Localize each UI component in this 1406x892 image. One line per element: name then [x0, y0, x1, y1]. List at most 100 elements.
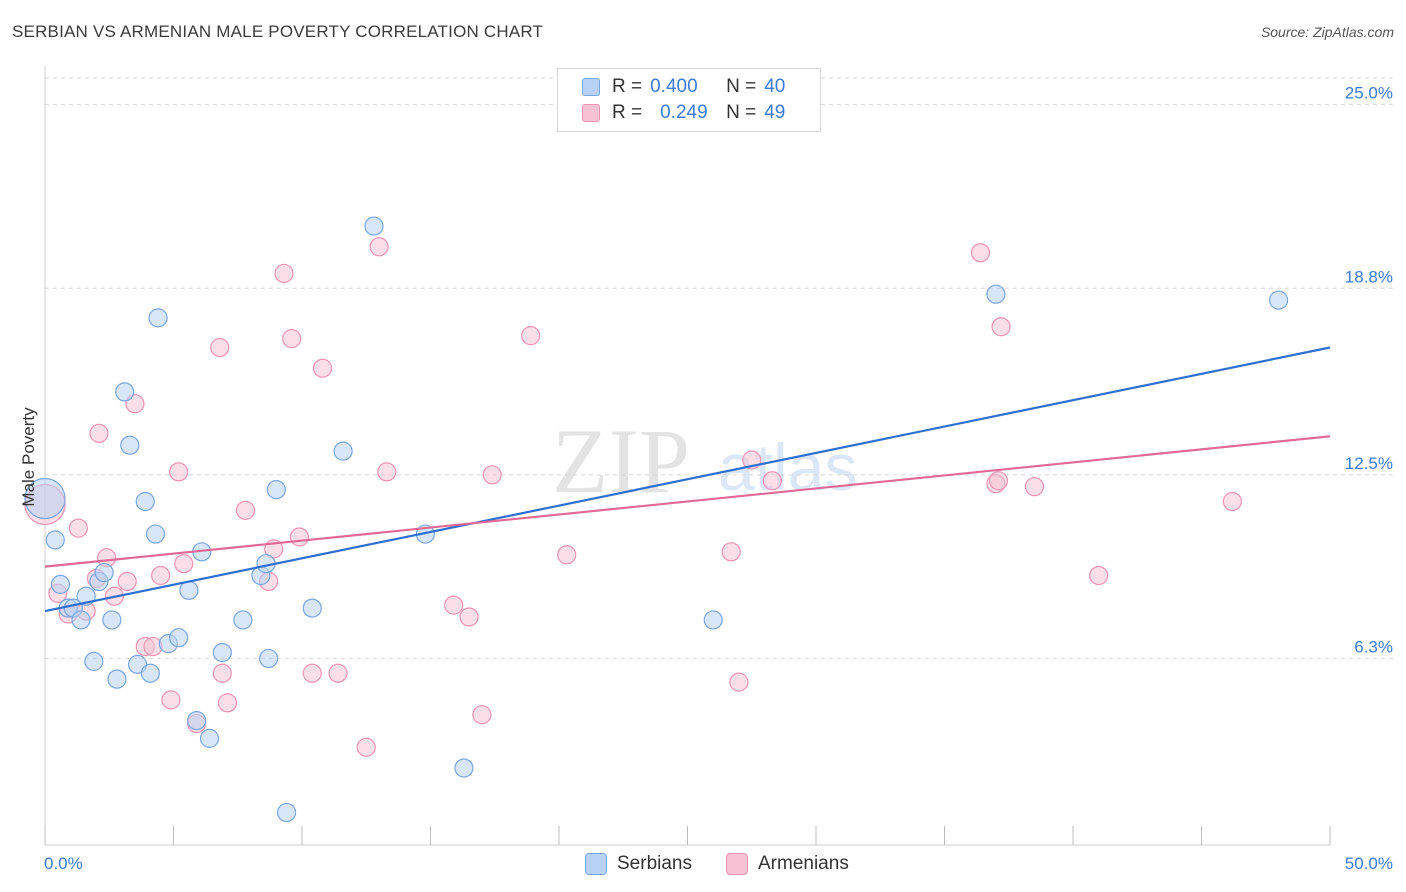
- tick-labels: 25.0% 18.8% 12.5% 6.3% 0.0% 50.0%: [44, 84, 1393, 873]
- armenians-point: [235, 500, 256, 520]
- x-tick-label: 50.0%: [1345, 854, 1393, 873]
- armenians-point: [472, 705, 492, 725]
- armenians-point: [89, 423, 109, 443]
- serbians-point: [24, 477, 66, 520]
- stats-legend: R = 0.400 N = 40 R = 0.249 N = 49: [557, 68, 821, 132]
- legend-n-value: 49: [764, 102, 786, 123]
- legend-row-serbians: R = 0.400 N = 40: [582, 76, 785, 98]
- armenians-point: [328, 663, 348, 683]
- serbians-point: [148, 308, 168, 328]
- chart-title: SERBIAN VS ARMENIAN MALE POVERTY CORRELA…: [12, 22, 544, 41]
- serbians-point: [102, 610, 122, 630]
- grid: [45, 77, 1395, 659]
- y-tick-label: 6.3%: [1354, 637, 1393, 656]
- armenians-point: [356, 737, 376, 757]
- legend-item-serbians: Serbians: [585, 852, 692, 876]
- legend-item-armenians: Armenians: [726, 852, 849, 876]
- legend-r-label: R =: [612, 102, 643, 123]
- watermark-zip: ZIP: [552, 410, 690, 512]
- serbians-point: [454, 758, 474, 778]
- armenians-point: [210, 337, 230, 358]
- serbians-point: [135, 491, 155, 512]
- armenians-point: [161, 690, 181, 710]
- serbians-point: [212, 642, 232, 663]
- armenians-point: [988, 471, 1009, 491]
- armenians-trend-line: [44, 435, 1331, 568]
- serbians-point: [145, 524, 166, 544]
- serbians-point: [50, 574, 71, 594]
- serbians-swatch: [582, 78, 600, 96]
- armenians-point: [991, 317, 1011, 337]
- serbians-point: [199, 728, 220, 748]
- legend-r-value: 0.249: [660, 102, 708, 123]
- axes: [44, 66, 1331, 846]
- y-tick-label: 12.5%: [1345, 454, 1393, 473]
- armenians-point: [169, 462, 189, 482]
- legend-n-value: 40: [764, 76, 786, 97]
- serbians-point: [364, 216, 384, 236]
- x-tick-label: 0.0%: [44, 854, 83, 873]
- legend-row-armenians: R = 0.249 N = 49: [582, 102, 785, 124]
- y-axis-label: Male Poverty: [19, 407, 38, 507]
- serbians-point: [187, 711, 207, 731]
- armenians-legend-label: Armenians: [758, 853, 849, 874]
- serbians-point: [45, 530, 65, 550]
- serbians-point: [140, 663, 160, 683]
- armenians-point: [1024, 477, 1045, 497]
- armenians-point: [459, 607, 479, 627]
- serbians-point: [266, 480, 286, 500]
- armenians-point: [312, 358, 333, 378]
- serbians-point: [986, 284, 1006, 304]
- serbians-legend-swatch: [585, 853, 607, 875]
- armenians-point: [369, 237, 389, 257]
- serbians-point: [107, 669, 127, 689]
- armenians-point: [377, 462, 397, 482]
- armenians-point: [444, 595, 464, 615]
- serbians-points: [24, 216, 1289, 823]
- armenians-legend-swatch: [726, 853, 748, 875]
- serbians-point: [233, 610, 253, 630]
- legend-r-value: 0.400: [650, 76, 698, 97]
- serbians-point: [115, 382, 135, 402]
- armenians-point: [274, 263, 294, 284]
- armenians-point: [762, 471, 782, 491]
- armenians-point: [557, 545, 577, 565]
- serbians-point: [1268, 290, 1289, 310]
- armenians-point: [289, 527, 310, 547]
- armenians-point: [212, 663, 232, 683]
- y-tick-label: 18.8%: [1345, 267, 1393, 286]
- armenians-point: [174, 554, 194, 574]
- armenians-point: [217, 693, 238, 713]
- serbians-point: [333, 441, 353, 461]
- armenians-point: [482, 465, 502, 485]
- serbians-point: [84, 651, 104, 671]
- armenians-point: [1222, 491, 1242, 512]
- armenians-point: [721, 542, 741, 562]
- armenians-point: [302, 663, 322, 683]
- armenians-point: [970, 243, 991, 263]
- legend-n-label: N =: [726, 76, 757, 97]
- serbians-point: [179, 580, 199, 600]
- armenians-point: [729, 672, 749, 692]
- serbians-legend-label: Serbians: [617, 853, 692, 874]
- armenians-point: [282, 329, 302, 349]
- legend-r-label: R =: [612, 76, 643, 97]
- serbians-point: [276, 802, 297, 823]
- regression-lines: [44, 346, 1331, 613]
- source-label: Source: ZipAtlas.com: [1260, 24, 1394, 40]
- watermark-atlas: atlas: [718, 430, 857, 504]
- armenians-point: [117, 571, 137, 592]
- serbians-point: [703, 610, 723, 630]
- legend-n-label: N =: [726, 102, 757, 123]
- serbians-point: [258, 648, 279, 669]
- serbians-point: [71, 610, 91, 630]
- armenians-point: [521, 326, 541, 346]
- serbians-point: [94, 562, 114, 583]
- serbians-point: [302, 598, 322, 618]
- armenians-point: [151, 565, 171, 586]
- armenians-swatch: [582, 104, 600, 122]
- serbians-point: [120, 435, 140, 455]
- serbians-trend-line: [44, 346, 1331, 613]
- y-tick-label: 25.0%: [1345, 84, 1393, 103]
